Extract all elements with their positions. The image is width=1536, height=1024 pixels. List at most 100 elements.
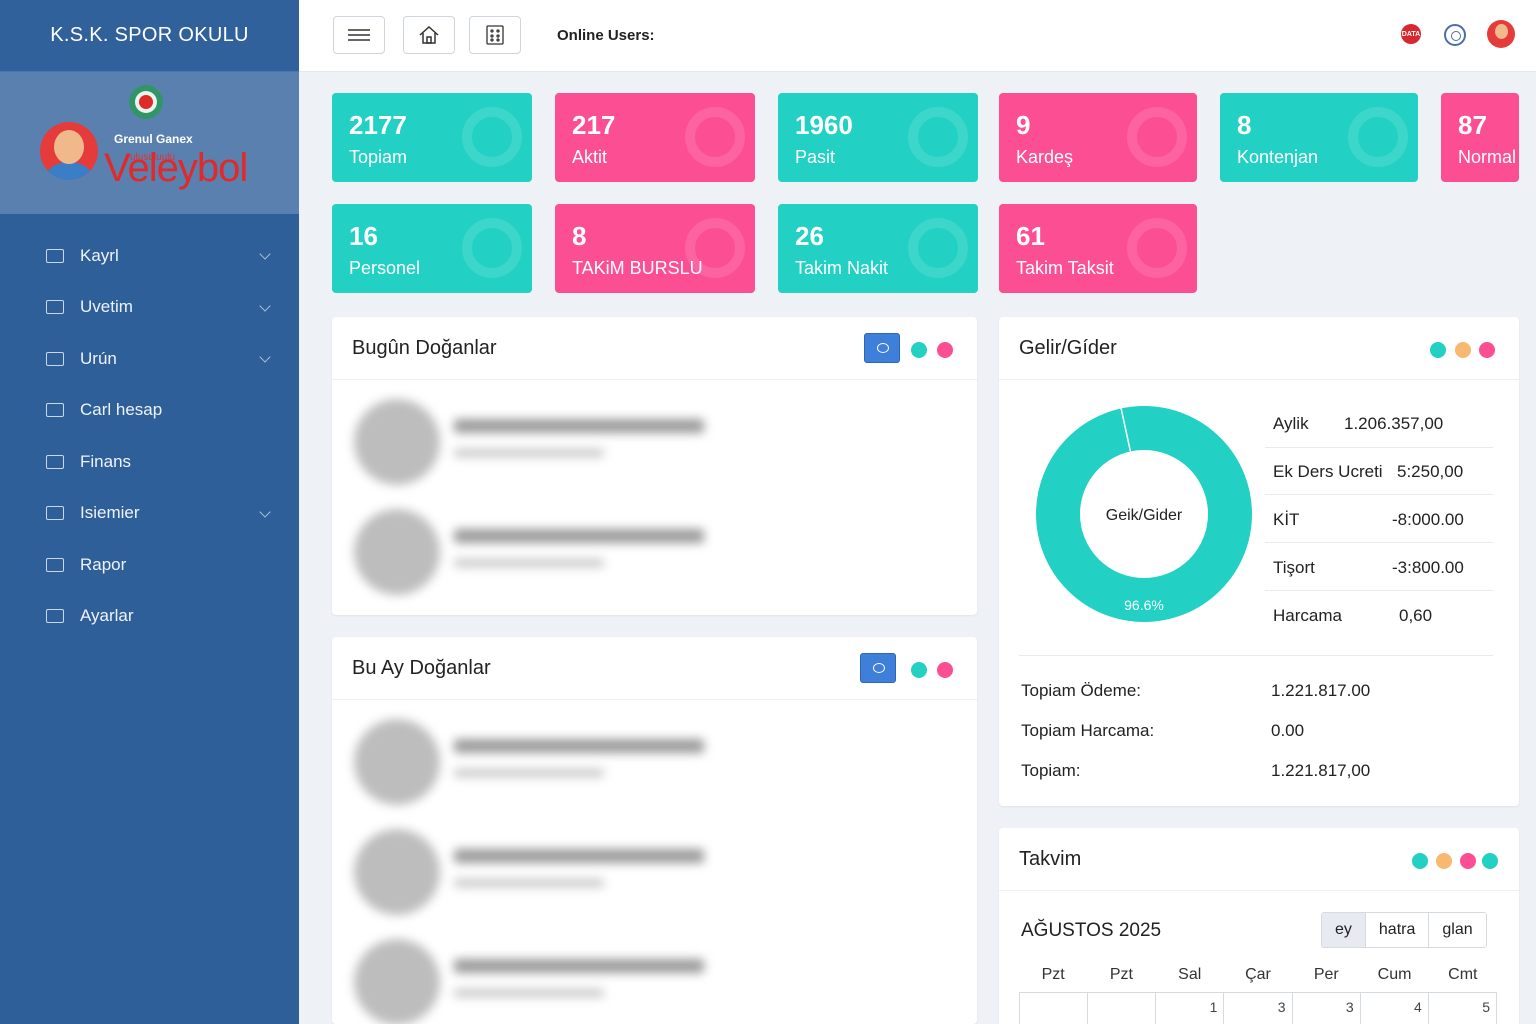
finance-row-value: 0,60 — [1399, 606, 1433, 625]
panel-title: Bugûn Doğanlar — [352, 336, 497, 359]
sidebar-item-uvetim[interactable]: Uvetim — [0, 282, 299, 334]
club-tiny-text: ulusuluulu — [130, 152, 176, 163]
finance-panel: Gelir/Gíder Geik/Gider 96.6% Aylik 1.206… — [999, 317, 1519, 806]
stat-card-team-installment[interactable]: 61 Takim Taksit — [999, 204, 1197, 293]
stat-label: Kardeş — [1016, 147, 1074, 167]
stat-card-team-scholarship[interactable]: 8 TAKiM BURSLU — [555, 204, 755, 293]
dot-icon[interactable] — [1479, 342, 1495, 358]
weekday-label: Cum — [1377, 966, 1412, 983]
menu-toggle-button[interactable] — [333, 16, 385, 54]
dot-icon[interactable] — [1436, 853, 1452, 869]
chevron-down-icon — [259, 505, 271, 518]
app-title: K.S.K. SPOR OKULU — [0, 0, 299, 72]
sidebar-item-label: Isiemier — [80, 503, 140, 523]
list-item — [354, 719, 954, 809]
donut-split-line — [1120, 408, 1132, 452]
dot-icon[interactable] — [1482, 853, 1498, 869]
sidebar-item-label: Carl hesap — [80, 400, 163, 420]
sidebar-item-label: Rapor — [80, 554, 127, 574]
dot-icon[interactable] — [911, 662, 927, 678]
calendar-day-cell[interactable]: 3 — [1291, 993, 1360, 1024]
stat-label: Takim Taksit — [1016, 258, 1114, 278]
stat-card-team-cash[interactable]: 26 Takim Nakit — [778, 204, 978, 293]
card-icon — [46, 248, 64, 263]
stat-value: 8 — [572, 221, 587, 251]
sidebar: K.S.K. SPOR OKULU Grenul Ganex ulusuluul… — [0, 0, 299, 1024]
dot-icon[interactable] — [1430, 342, 1446, 358]
calendar-panel: Takvim AĞUSTOS 2025 ey hatra glan Pzt Pz… — [999, 828, 1519, 1024]
finance-row-value: -3:800.00 — [1392, 558, 1464, 577]
donut-ring — [1036, 406, 1252, 622]
list-item — [354, 399, 954, 489]
stat-card-quota[interactable]: 8 Kontenjan — [1220, 93, 1418, 182]
stat-card-staff[interactable]: 16 Personel — [332, 204, 532, 293]
today-births-panel: Bugûn Doğanlar — [332, 317, 977, 615]
calendar-month: AĞUSTOS 2025 — [1021, 920, 1162, 941]
finance-row-label: Harcama — [1273, 606, 1342, 625]
box-icon — [46, 351, 64, 366]
view-month-button[interactable]: ey — [1322, 913, 1366, 947]
sidebar-item-finans[interactable]: Finans — [0, 436, 299, 488]
dot-icon[interactable] — [1460, 853, 1476, 869]
sidebar-item-cari-hesap[interactable]: Carl hesap — [0, 385, 299, 437]
calendar-day-cell[interactable]: 4 — [1359, 993, 1428, 1024]
sidebar-item-urun[interactable]: Urún — [0, 333, 299, 385]
donut-percent-label: 96.6% — [1124, 597, 1164, 613]
sidebar-item-ayarlar[interactable]: Ayarlar — [0, 591, 299, 643]
stat-card-sibling[interactable]: 9 Kardeş — [999, 93, 1197, 182]
view-week-button[interactable]: hatra — [1365, 913, 1430, 947]
gear-icon[interactable] — [1444, 24, 1466, 46]
calendar-day-cell[interactable]: 5 — [1427, 993, 1497, 1024]
stat-card-normal[interactable]: 87 Normal — [1441, 93, 1519, 182]
sidebar-item-label: Ayarlar — [80, 606, 134, 626]
avatar[interactable] — [40, 122, 98, 180]
total-value: 1.221.817.00 — [1271, 681, 1371, 700]
hamburger-icon — [348, 29, 370, 41]
apps-button[interactable] — [469, 16, 521, 54]
panel-title: Bu Ay Doğanlar — [352, 656, 491, 679]
sidebar-item-rapor[interactable]: Rapor — [0, 539, 299, 591]
sidebar-item-label: Urún — [80, 348, 117, 368]
chevron-down-icon — [259, 351, 271, 363]
calendar-day-cell[interactable]: 3 — [1223, 993, 1291, 1024]
calendar-day-cell[interactable]: 1 — [1155, 993, 1223, 1024]
dot-icon[interactable] — [1412, 853, 1428, 869]
dot-icon[interactable] — [911, 342, 927, 358]
dot-icon[interactable] — [937, 662, 953, 678]
eye-button[interactable] — [864, 333, 900, 363]
flag-icon[interactable]: DATA — [1401, 24, 1421, 44]
stat-label: TAKiM BURSLU — [572, 258, 703, 278]
total-value: 0.00 — [1271, 721, 1305, 740]
finance-row-label: Tişort — [1273, 558, 1315, 577]
stat-card-passive[interactable]: 1960 Pasit — [778, 93, 978, 182]
home-button[interactable] — [403, 16, 455, 54]
settings-icon — [46, 609, 64, 624]
stat-value: 2177 — [349, 110, 407, 140]
calendar-day-cell[interactable] — [1019, 993, 1087, 1024]
stat-value: 1960 — [795, 110, 853, 140]
report-icon — [46, 557, 64, 572]
dot-icon[interactable] — [937, 342, 953, 358]
wallet-icon — [46, 403, 64, 418]
calendar-weekdays: Pzt Pzt Sal Çar Per Cum Cmt — [1019, 966, 1497, 984]
eye-button[interactable] — [860, 653, 896, 683]
weekday-label: Pzt — [1041, 966, 1065, 983]
sidebar-item-kayrl[interactable]: Kayrl — [0, 230, 299, 282]
finance-row-value: 1.206.357,00 — [1344, 414, 1444, 433]
sidebar-item-label: Uvetim — [80, 297, 133, 317]
stat-value: 9 — [1016, 110, 1031, 140]
view-list-button[interactable]: glan — [1429, 913, 1486, 947]
club-name: Veleybol — [104, 146, 248, 190]
stat-card-active[interactable]: 217 Aktit — [555, 93, 755, 182]
dot-icon[interactable] — [1455, 342, 1471, 358]
list-icon — [46, 300, 64, 315]
sidebar-item-islemler[interactable]: Isiemier — [0, 488, 299, 540]
user-avatar[interactable] — [1487, 20, 1515, 48]
weekday-label: Çar — [1245, 966, 1271, 983]
stat-card-total[interactable]: 2177 Topiam — [332, 93, 532, 182]
calendar-day-cell[interactable] — [1087, 993, 1155, 1024]
stat-value: 8 — [1237, 110, 1252, 140]
weekday-label: Cmt — [1448, 966, 1478, 983]
calendar-week-row: 1 3 3 4 5 — [1019, 992, 1497, 1024]
donut-chart: Geik/Gider 96.6% — [1036, 406, 1252, 622]
